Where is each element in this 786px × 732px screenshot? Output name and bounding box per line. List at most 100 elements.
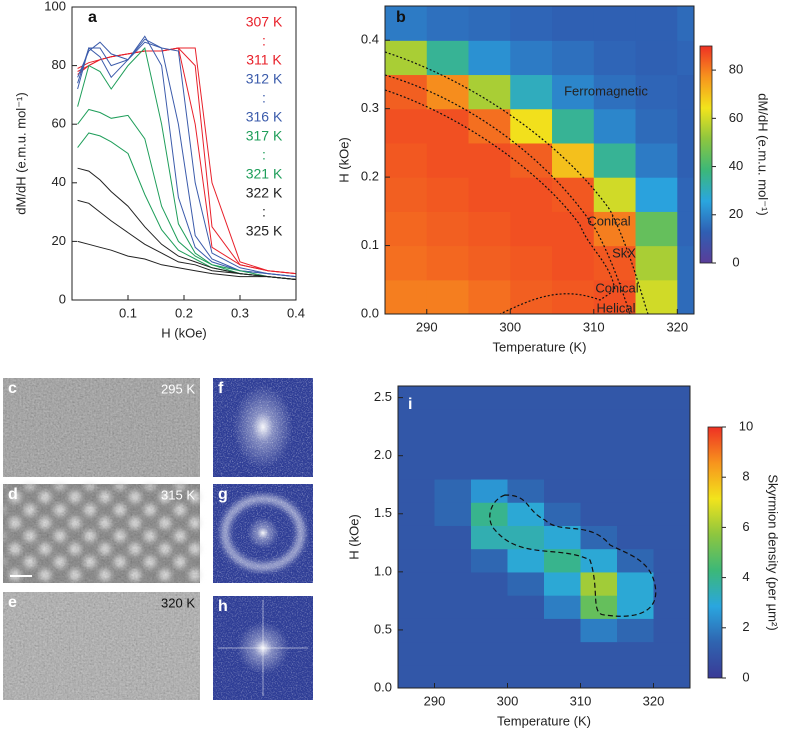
y-tick-label: 0 (59, 291, 66, 306)
heat-cell (635, 6, 678, 41)
heat-cell (426, 245, 470, 281)
panel-label: f (218, 380, 224, 397)
heat-cell (398, 502, 436, 526)
plot-area (385, 6, 694, 314)
heat-cell (468, 177, 511, 212)
legend-label: 316 K (246, 109, 283, 125)
heat-cell (580, 641, 618, 666)
heat-cell (580, 478, 618, 503)
heat-cell (635, 108, 678, 144)
heat-cell (653, 618, 690, 643)
heat-cell (434, 571, 472, 596)
heat-cell (385, 142, 428, 178)
heat-cell (544, 618, 582, 643)
heat-cell (434, 409, 472, 434)
heat-cell (510, 177, 553, 212)
heat-cell (653, 386, 690, 410)
heat-cell (510, 74, 553, 110)
x-tick-label: 0.3 (231, 305, 249, 320)
x-tick-label: 0.2 (175, 305, 193, 320)
heat-cell (507, 455, 545, 480)
heat-cell (471, 409, 509, 434)
heat-cell (385, 177, 428, 212)
heat-cell (434, 525, 472, 550)
heat-cell (398, 595, 436, 619)
heat-cell (593, 108, 637, 144)
heat-cell (434, 478, 472, 503)
heat-cell (507, 548, 545, 573)
colorbar-tick-label: 10 (739, 418, 753, 433)
heat-cell (507, 664, 545, 688)
x-axis-label: H (kOe) (161, 325, 207, 340)
heat-cell (468, 142, 511, 178)
heat-cell (677, 279, 694, 314)
heat-cell (507, 641, 545, 666)
heat-cell (398, 618, 436, 643)
heat-cell (593, 211, 637, 247)
colorbar-tick-label: 0 (732, 254, 739, 269)
legend-label: 317 K (246, 128, 283, 144)
temperature-label: 295 K (161, 381, 195, 396)
heat-cell (471, 386, 509, 410)
heat-cell (426, 74, 470, 110)
colorbar-tick-label: 40 (729, 158, 743, 173)
heat-cell (468, 74, 511, 110)
heat-cell (677, 6, 694, 41)
y-tick-label: 0.2 (361, 169, 379, 184)
colorbar-tick-label: 60 (729, 110, 743, 125)
curve (77, 240, 296, 280)
legend-label: 311 K (246, 52, 282, 68)
temperature-label: 320 K (161, 595, 195, 610)
legend-label: : (262, 90, 266, 106)
heat-cell (507, 502, 545, 526)
heat-cell (653, 664, 690, 688)
heat-cell (617, 571, 655, 596)
image-d (3, 484, 200, 583)
colorbar (699, 45, 713, 264)
heat-cell (471, 455, 509, 480)
y-tick-label: 80 (52, 57, 66, 72)
heat-cell (677, 108, 694, 144)
heat-cell (552, 279, 595, 314)
heat-cell (507, 595, 545, 619)
y-axis-label: H (kOe) (336, 137, 351, 183)
heat-cell (434, 595, 472, 619)
y-tick-label: 0.0 (361, 305, 379, 320)
phase-contour (385, 89, 616, 314)
heat-cell (471, 641, 509, 666)
panel-label: e (8, 594, 17, 611)
x-tick-label: 320 (666, 319, 688, 334)
y-tick-label: 1.0 (374, 563, 392, 578)
x-tick-label: 290 (424, 693, 446, 708)
legend-label: 321 K (246, 166, 283, 182)
heat-cell (510, 245, 553, 281)
heat-cell (398, 525, 436, 550)
plot-frame (384, 5, 695, 315)
heat-cell (653, 502, 690, 526)
colorbar-tick-label: 0 (742, 669, 749, 684)
y-tick-label: 0.1 (361, 237, 379, 252)
heat-cell (426, 177, 470, 212)
heat-cell (544, 478, 582, 503)
heat-cell (468, 108, 511, 144)
heat-cell (468, 279, 511, 314)
heat-cell (653, 525, 690, 550)
heat-cell (385, 211, 428, 247)
phase-label: Helical (596, 300, 635, 315)
heat-cell (434, 432, 472, 457)
heat-cell (507, 409, 545, 434)
heat-cell (507, 618, 545, 643)
heat-cell (398, 548, 436, 573)
heat-cell (552, 6, 595, 41)
heat-cell (507, 525, 545, 550)
y-tick-label: 0.5 (374, 621, 392, 636)
heat-cell (617, 595, 655, 619)
heat-cell (653, 455, 690, 480)
y-axis-label: H (kOe) (346, 514, 361, 560)
heat-cell (617, 386, 655, 410)
heat-cell (426, 40, 470, 76)
heat-cell (544, 548, 582, 573)
heat-cell (385, 74, 428, 110)
heat-cell (677, 245, 694, 281)
x-tick-label: 320 (643, 693, 665, 708)
